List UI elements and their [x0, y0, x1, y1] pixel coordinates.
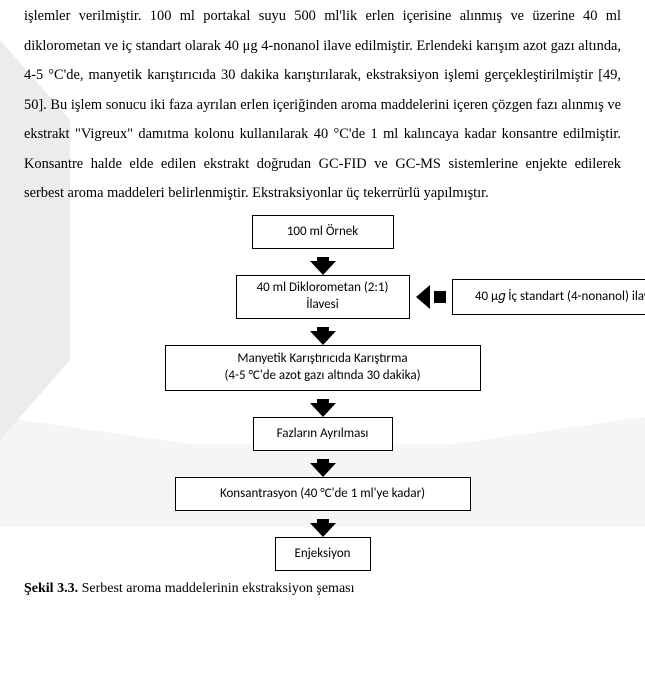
figure-caption: Şekil 3.3. Serbest aroma maddelerinin ek… [0, 571, 645, 597]
flow-node-label: 40 ml Diklorometan (2:1) İlavesi [257, 280, 389, 313]
flow-node-label: 40 μ𝑔 İç standart (4-nonanol) ilavesi [475, 289, 645, 305]
arrow-down-icon [309, 451, 337, 477]
flow-node-internal-standard: 40 μ𝑔 İç standart (4-nonanol) ilavesi [452, 279, 645, 315]
flow-node-line2: İlavesi [306, 297, 339, 312]
flow-node-line1: 40 ml Diklorometan (2:1) [257, 280, 389, 295]
flow-node-label: Enjeksiyon [294, 546, 350, 562]
flowchart: 100 ml Örnek 40 ml Diklorometan (2:1) İl… [0, 215, 645, 571]
flow-node-stirring: Manyetik Karıştırıcıda Karıştırma (4-5 °… [165, 345, 481, 391]
arrow-down-icon [309, 391, 337, 417]
flow-node-dichloromethane: 40 ml Diklorometan (2:1) İlavesi [236, 275, 410, 319]
flow-node-line2: (4-5 °C'de azot gazı altında 30 dakika) [224, 368, 420, 383]
flow-node-label: 100 ml Örnek [287, 224, 358, 240]
figure-caption-text: Serbest aroma maddelerinin ekstraksiyon … [78, 581, 354, 596]
flow-node-label: Manyetik Karıştırıcıda Karıştırma (4-5 °… [224, 351, 420, 384]
flow-node-concentration: Konsantrasyon (40 °C'de 1 ml'ye kadar) [175, 477, 471, 511]
flow-node-sample: 100 ml Örnek [252, 215, 394, 249]
arrow-down-icon [309, 511, 337, 537]
flow-node-injection: Enjeksiyon [275, 537, 371, 571]
flow-node-line1: Manyetik Karıştırıcıda Karıştırma [237, 351, 407, 366]
body-paragraph: işlemler verilmiştir. 100 ml portakal su… [0, 0, 645, 209]
flow-row-solvent: 40 ml Diklorometan (2:1) İlavesi 40 μ𝑔 İ… [0, 275, 645, 319]
arrow-down-icon [309, 249, 337, 275]
flow-node-label: Konsantrasyon (40 °C'de 1 ml'ye kadar) [220, 486, 425, 502]
flow-node-phase-separation: Fazların Ayrılması [253, 417, 393, 451]
flow-node-label: Fazların Ayrılması [277, 426, 369, 442]
figure-caption-number: Şekil 3.3. [24, 581, 78, 596]
arrow-left-icon [416, 285, 446, 309]
arrow-down-icon [309, 319, 337, 345]
